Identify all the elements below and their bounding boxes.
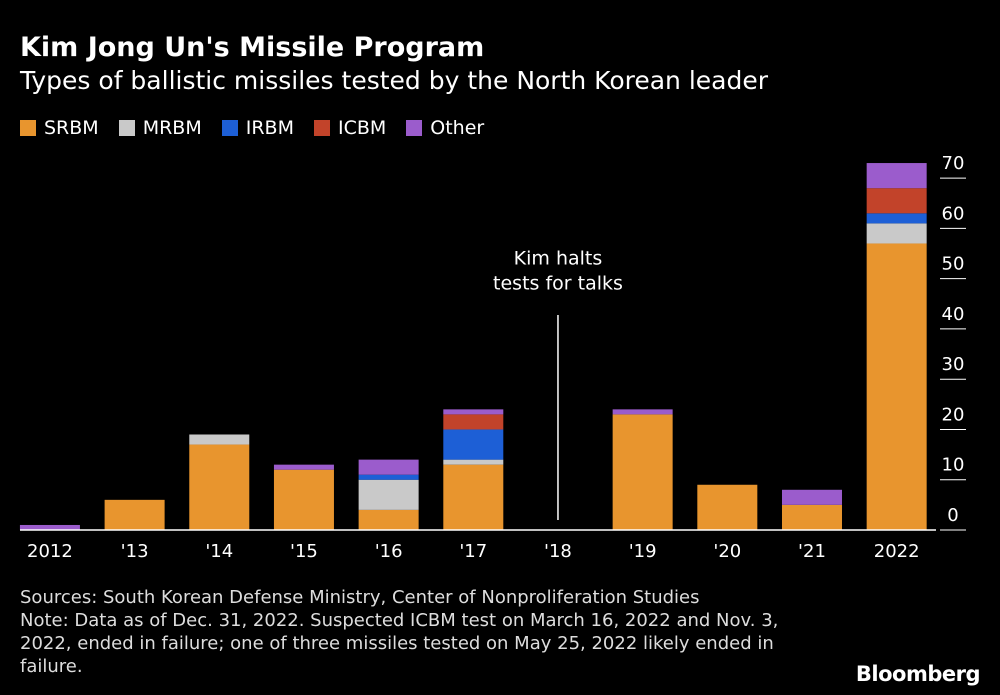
bar-segment [358,459,419,475]
legend-swatch [221,120,238,136]
x-tick-label: '16 [375,541,403,562]
x-tick-label: '21 [798,541,826,562]
legend-label: ICBM [337,117,387,139]
bar-segment [358,474,419,480]
bar-segment [443,414,504,430]
bar-segment [781,489,842,505]
bar-segment [273,469,334,530]
bar-segment [866,243,927,531]
bar-segment [443,409,504,415]
legend-item: SRBM [20,117,99,139]
legend-item: Other [406,117,484,139]
y-tick-label: 0 [947,505,958,526]
x-tick-label: '18 [544,541,572,562]
chart-subtitle: Types of ballistic missiles tested by th… [20,66,769,95]
legend-item: ICBM [313,117,387,139]
chart-title: Kim Jong Un's Missile Program [20,32,485,63]
bar-segment [104,499,165,530]
y-tick-label: 20 [942,404,965,425]
bar-segment [443,464,504,530]
legend-item: MRBM [118,117,202,139]
y-tick-label: 70 [942,153,965,174]
legend-swatch [20,120,36,136]
x-tick-label: 2012 [27,541,73,562]
x-tick-label: 2022 [874,541,920,562]
legend-swatch [313,120,330,136]
bar-segment [781,504,842,530]
x-tick-label: '13 [121,541,149,562]
legend-label: SRBM [44,117,99,139]
legend-label: MRBM [142,117,202,139]
bar-segment [612,409,673,415]
x-tick-label: '15 [290,541,318,562]
x-tick-label: '19 [629,541,657,562]
bar-segment [866,223,927,244]
x-tick-label: '14 [205,541,233,562]
legend-swatch [118,120,135,136]
legend-swatch [406,120,423,136]
y-tick-label: 10 [942,455,965,476]
y-tick-label: 50 [942,254,965,275]
bar-segment [612,414,673,530]
legend: SRBM MRBM IRBM ICBM Other [20,117,484,139]
source: Sources: South Korean Defense Ministry, … [20,587,700,608]
bar-segment [189,444,250,530]
note: Note: Data as of Dec. 31, 2022. Suspecte… [20,610,779,677]
legend-item: IRBM [221,117,294,139]
bar-segment [443,459,504,465]
annotation-text: Kim halts [514,248,603,270]
y-tick-label: 40 [942,304,965,325]
y-tick-label: 30 [942,354,965,375]
chart: 0 10 20 30 40 50 60 70 2012 '13 '14 '15 '16 '17 '18 '19… [19,153,966,562]
bar-segment [273,464,334,470]
annotation-text: tests for talks [493,273,623,295]
x-tick-label: '20 [713,541,741,562]
legend-label: Other [430,117,485,139]
legend-label: IRBM [245,117,294,139]
bar-segment [443,429,504,460]
footnotes: Sources: South Korean Defense Ministry, … [20,586,830,678]
bar-segment [189,434,250,445]
bar-segment [866,188,927,214]
x-tick-label: '17 [459,541,487,562]
y-tick-label: 60 [942,203,965,224]
bar-segment [358,479,419,510]
bar-segment [697,484,758,530]
bar-segment [19,524,80,530]
bar-segment [358,509,419,530]
bar-segment [866,163,927,189]
bar-segment [866,213,927,224]
brand: Bloomberg [855,662,981,686]
